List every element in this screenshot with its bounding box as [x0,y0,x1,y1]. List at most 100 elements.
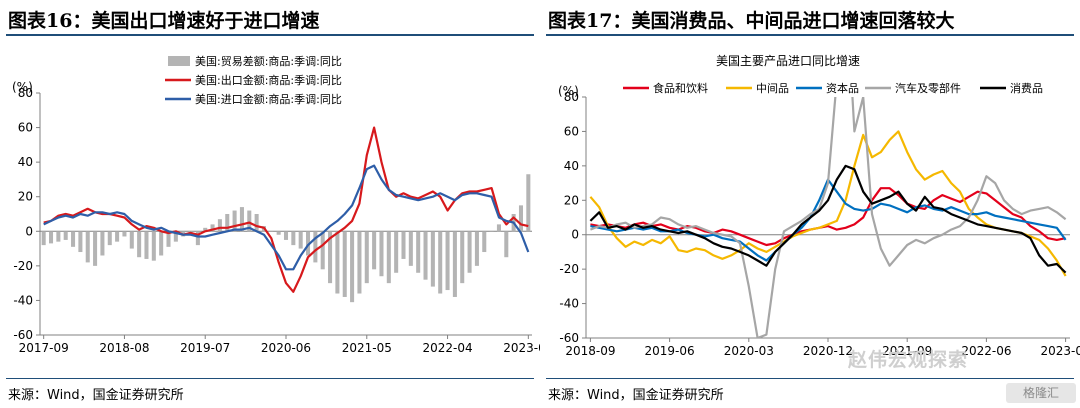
bar-mark [159,231,164,256]
bar-mark [48,231,54,244]
bar-mark [350,231,355,303]
bar-mark [445,231,450,291]
y-tick-label: 80 [564,90,579,104]
plot-area [589,97,1067,338]
bar-mark [166,231,171,247]
bar-mark [129,231,134,249]
y-tick-label: 20 [564,193,579,207]
series-line [590,178,1067,262]
bar-mark [379,231,384,277]
bar-mark [298,231,303,249]
bar-mark [474,231,479,266]
bar-mark [151,231,156,261]
x-tick-label: 2018-09 [565,344,615,358]
bar-mark [173,231,178,242]
left-panel: 图表16：美国出口增速好于进口增速 -60 -40 -20 0 20 40 60 80 2017… [6,10,540,403]
bar-mark [225,214,230,232]
bar-mark [239,207,244,232]
bar-mark [283,231,289,240]
bar-mark [122,231,127,237]
bar-mark [306,231,311,256]
bar-mark [372,231,377,270]
bar-mark [291,231,296,246]
legend-label: 资本品 [826,81,859,95]
y-tick-label: 20 [18,190,33,204]
legend-label: 食品和饮料 [653,81,708,95]
legend-label: 美国:出口金额:商品:季调:同比 [195,73,342,87]
series-line [589,97,1067,338]
y-tick-label: 0 [571,228,579,242]
bar-mark [137,231,142,258]
bar-mark [438,231,443,294]
y-axis-unit-label: (%) [558,84,579,98]
left-panel-title: 图表16：美国出口增速好于进口增速 [8,10,320,32]
bar-mark [269,231,274,232]
legend-swatch [168,56,190,66]
bar-mark [115,231,120,242]
x-tick-label: 2022-06 [961,344,1011,358]
series-line [43,126,529,293]
bar-mark [335,231,340,294]
bar-mark [276,231,281,235]
legend-label: 美国:贸易差额:商品:季调:同比 [195,54,342,68]
series-line [589,164,1067,274]
bar-mark [78,231,83,253]
bar-mark [482,231,487,253]
x-tick-label: 2017-09 [19,341,69,355]
bar-mark [526,174,531,232]
bar-mark [85,231,90,263]
chart-title: 美国主要产品进口同比增速 [716,54,860,68]
bar-mark [93,231,98,266]
bar-mark [232,210,237,232]
y-tick-label: -60 [13,328,33,342]
watermark-text: 赵伟宏观探索 [847,349,968,371]
bar-mark [247,210,252,232]
gelonghui-logo: 格隆汇 [1006,383,1076,403]
series-line [589,130,1067,277]
bar-mark [41,231,46,246]
x-tick-label: 2020-12 [803,344,853,358]
legend-label: 美国:进口金额:商品:季调:同比 [195,92,342,106]
x-tick-label: 2022-04 [422,341,472,355]
plot-area [41,126,531,303]
bar-mark [313,231,318,263]
bar-mark [210,224,215,232]
import-category-chart: 美国主要产品进口同比增速 -60 -40 -20 0 20 40 60 80 2018-09 201… [558,54,1080,358]
legend-label: 汽车及零部件 [895,81,961,95]
bar-mark [467,231,472,273]
trade-growth-chart: -60 -40 -20 0 20 40 60 80 2017-09 2018-08 2019-07 2… [12,54,540,355]
bar-mark [452,231,457,297]
bar-mark [342,231,347,297]
x-tick-label: 2019-07 [180,341,230,355]
x-tick-label: 2020-06 [261,341,311,355]
right-title-rule [546,34,1074,36]
y-tick-label: -20 [559,262,579,276]
series-line [590,187,1066,247]
series-line [43,164,530,271]
y-tick-label: 40 [564,159,579,173]
bar-mark [328,231,333,284]
bar-mark [504,231,509,258]
bar-mark [254,214,259,232]
y-tick-label: 60 [18,121,33,135]
left-source-rule [6,378,534,379]
bar-mark [357,231,362,294]
right-panel-title: 图表17：美国消费品、中间品进口增速回落较大 [548,10,955,32]
bar-mark [63,231,68,240]
x-tick-label: 2020-03 [724,344,774,358]
right-source-note: 来源：Wind，国金证券研究所 [548,388,724,403]
x-tick-label: 2019-06 [645,344,695,358]
bar-mark [217,219,222,232]
bar-mark [518,205,524,232]
y-tick-label: 80 [18,86,33,100]
y-tick-label: 40 [18,155,33,169]
bar-mark [107,231,112,246]
bar-mark [430,231,435,287]
bar-mark [460,231,465,284]
bar-mark [56,231,61,242]
bar-mark [496,224,501,232]
bar-mark [203,227,208,232]
bar-mark [71,231,76,247]
right-source-rule [546,378,1074,379]
bar-mark [364,231,369,284]
